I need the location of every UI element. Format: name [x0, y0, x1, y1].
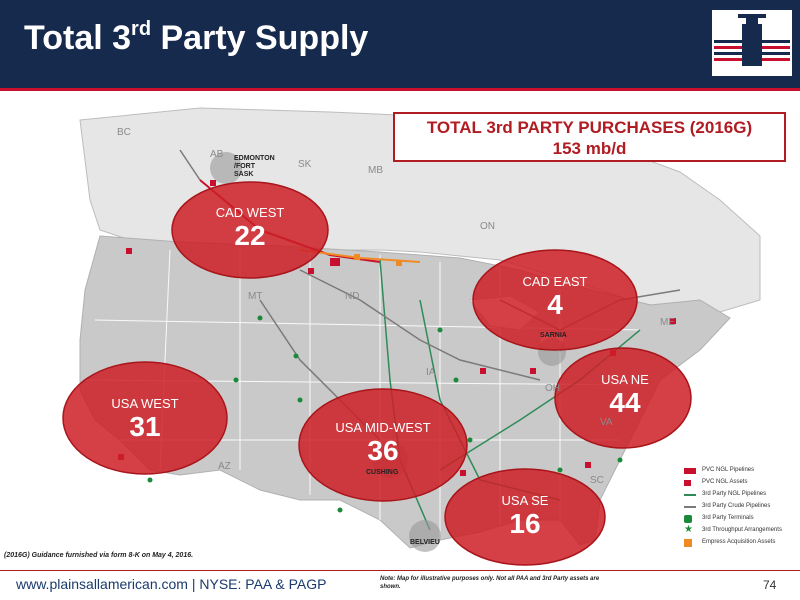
region-value: 44: [609, 387, 641, 418]
purchases-summary-box: TOTAL 3rd PARTY PURCHASES (2016G) 153 mb…: [393, 112, 786, 162]
province-label: VA: [600, 417, 613, 428]
province-label: SK: [298, 159, 312, 170]
region-value: 36: [367, 435, 399, 466]
province-label: AB: [210, 149, 224, 160]
ellipse-cad-west: [171, 181, 329, 279]
legend-swatch: [684, 539, 692, 547]
legend-item: PVC NGL Assets: [684, 478, 796, 490]
province-label: BC: [117, 127, 131, 138]
region-name: USA NE: [601, 372, 649, 387]
ellipse-cad-east: [472, 249, 638, 351]
city-label-edmonton: EDMONTON /FORT SASK: [234, 155, 275, 178]
region-usa-ne: USA NE 44: [600, 372, 650, 419]
region-usa-se: USA SE 16: [495, 493, 555, 540]
legend-item: ★ 3rd Throughput Arrangements: [684, 524, 782, 535]
region-value: 22: [234, 220, 266, 251]
page-number: 74: [763, 578, 777, 592]
ellipse-usa-mid-west: [298, 388, 468, 502]
legend-item: 3rd Party Terminals: [684, 514, 796, 526]
ticker-text: NYSE: PAA & PAGP: [199, 576, 327, 592]
province-label: ME: [660, 317, 675, 328]
legend-item: Empress Acquisition Assets: [684, 538, 796, 550]
page-title: Total 3rd Party Supply: [24, 18, 369, 57]
company-logo: [712, 10, 792, 76]
legend-swatch: [684, 494, 696, 496]
province-label: SC: [590, 475, 604, 486]
region-name: USA WEST: [111, 396, 179, 411]
ellipse-usa-ne: [554, 347, 692, 449]
province-label: ON: [480, 221, 495, 232]
legend-item: 3rd Party Crude Pipelines: [684, 502, 796, 514]
map-legend: PVC NGL Pipelines PVC NGL Assets 3rd Par…: [684, 466, 796, 550]
legend-item: PVC NGL Pipelines: [684, 466, 796, 478]
legend-swatch: [684, 515, 692, 523]
map-disclaimer: Note: Map for illustrative purposes only…: [380, 576, 600, 590]
map: BC AB SK MB ON MT ND IA AZ OH VA SC ME E…: [0, 91, 800, 567]
guidance-footnote: (2016G) Guidance furnished via form 8-K …: [4, 552, 194, 559]
region-value: 16: [509, 508, 541, 539]
province-label: IA: [426, 367, 436, 378]
legend-swatch: [684, 468, 696, 474]
region-usa-mid-west: USA MID-WEST 36: [328, 420, 438, 467]
city-label-cushing: CUSHING: [366, 469, 399, 476]
header-bar: Total 3rd Party Supply: [0, 0, 800, 88]
region-value: 31: [129, 411, 161, 442]
province-label: MB: [368, 165, 383, 176]
legend-item: 3rd Party NGL Pipelines: [684, 490, 796, 502]
legend-swatch: [684, 506, 696, 508]
region-name: CAD EAST: [522, 274, 588, 289]
region-cad-west: CAD WEST 22: [215, 205, 285, 252]
city-label-sarnia: SARNIA: [540, 332, 567, 339]
legend-star-icon: ★: [684, 524, 693, 535]
ellipse-usa-west: [62, 361, 228, 475]
region-name: USA MID-WEST: [335, 420, 431, 435]
ellipse-usa-se: [444, 468, 606, 566]
province-label: OH: [545, 383, 560, 394]
purchases-value: 153 mb/d: [552, 139, 627, 158]
province-label: MT: [248, 291, 263, 302]
region-name: USA SE: [501, 493, 549, 508]
footer-url: www.plainsallamerican.com | NYSE: PAA & …: [16, 576, 327, 592]
region-name: CAD WEST: [215, 205, 285, 220]
province-label: ND: [345, 291, 360, 302]
region-cad-east: CAD EAST 4: [515, 274, 595, 321]
website-link[interactable]: www.plainsallamerican.com: [16, 576, 188, 592]
purchases-title: TOTAL 3rd PARTY PURCHASES (2016G): [426, 118, 753, 137]
region-value: 4: [547, 289, 563, 320]
legend-swatch: [684, 480, 691, 486]
header-divider: [0, 88, 800, 91]
region-usa-west: USA WEST 31: [105, 396, 185, 443]
province-label: AZ: [218, 461, 231, 472]
city-label-belvieu: BELVIEU: [410, 539, 440, 546]
footer-divider: [0, 570, 800, 571]
